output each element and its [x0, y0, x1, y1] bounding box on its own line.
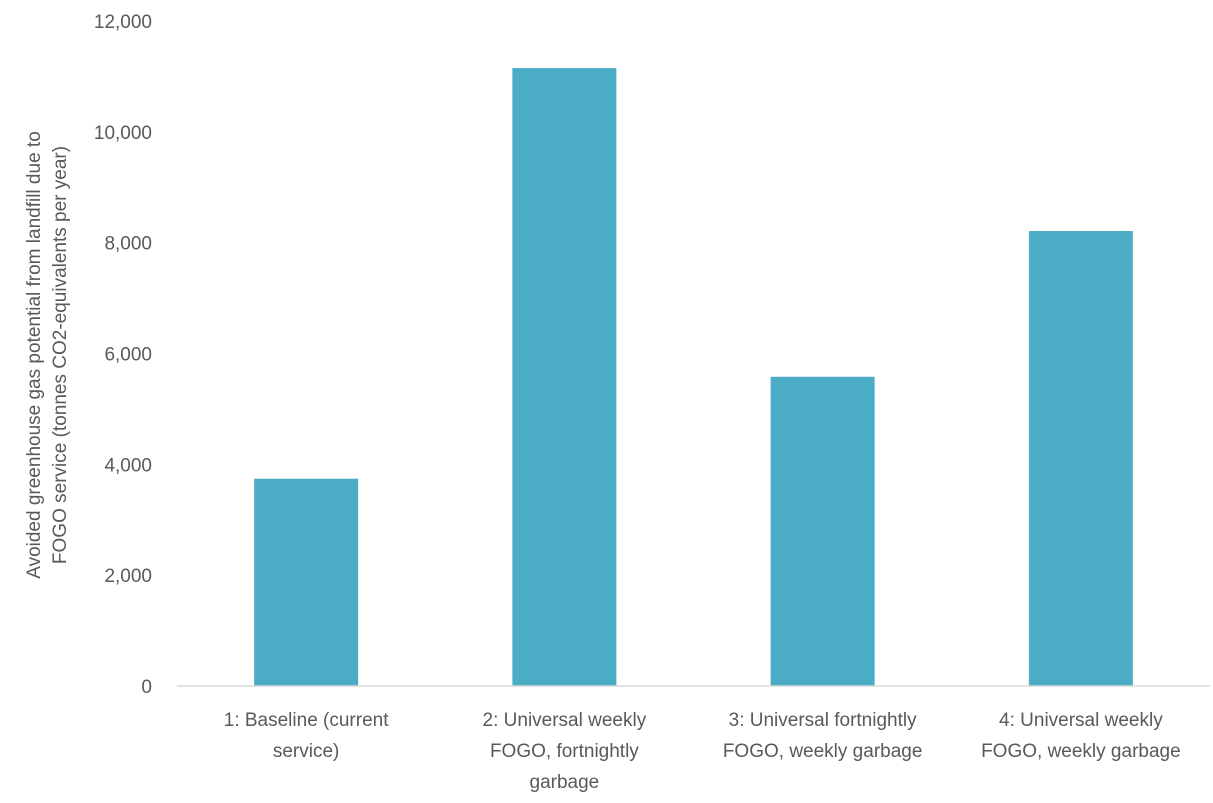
- x-category-label-line: FOGO, fortnightly: [490, 741, 639, 762]
- y-tick-label: 4,000: [104, 455, 152, 476]
- bars: [254, 68, 1133, 686]
- bar-3: [770, 376, 875, 686]
- x-category-label-line: garbage: [530, 772, 600, 793]
- bar-4: [1028, 231, 1133, 686]
- x-category-label-line: 1: Baseline (current: [224, 710, 389, 731]
- y-tick-label: 2,000: [104, 566, 152, 587]
- bar-2: [512, 68, 617, 686]
- x-category-label-3: 3: Universal fortnightly FOGO, weekly gar…: [723, 710, 923, 762]
- x-category-label-1: 1: Baseline (current service): [224, 710, 389, 762]
- y-tick-label: 8,000: [104, 234, 152, 255]
- y-tick-label: 12,000: [94, 12, 152, 33]
- x-category-label-line: 4: Universal weekly: [999, 710, 1163, 731]
- y-axis-ticks: 0 2,000 4,000 6,000 8,000 10,000 12,000: [94, 12, 152, 698]
- x-category-label-line: FOGO, weekly garbage: [981, 741, 1181, 762]
- y-axis-title-line-2: FOGO service (tonnes CO2-equivalents per…: [50, 146, 71, 564]
- x-category-label-4: 4: Universal weekly FOGO, weekly garbage: [981, 710, 1181, 762]
- y-tick-label: 10,000: [94, 123, 152, 144]
- y-tick-label: 6,000: [104, 345, 152, 366]
- x-category-label-line: service): [273, 741, 340, 762]
- x-axis-labels: 1: Baseline (current service) 2: Universal…: [224, 710, 1181, 793]
- x-category-label-line: 3: Universal fortnightly: [729, 710, 917, 731]
- y-axis-title: Avoided greenhouse gas potential from la…: [24, 131, 71, 579]
- x-category-label-line: 2: Universal weekly: [483, 710, 647, 731]
- bar-1: [254, 478, 359, 686]
- x-category-label-2: 2: Universal weekly FOGO, fortnightly garb…: [483, 710, 647, 793]
- x-category-label-line: FOGO, weekly garbage: [723, 741, 923, 762]
- y-axis-title-line-1: Avoided greenhouse gas potential from la…: [24, 131, 45, 579]
- y-tick-label: 0: [141, 677, 152, 698]
